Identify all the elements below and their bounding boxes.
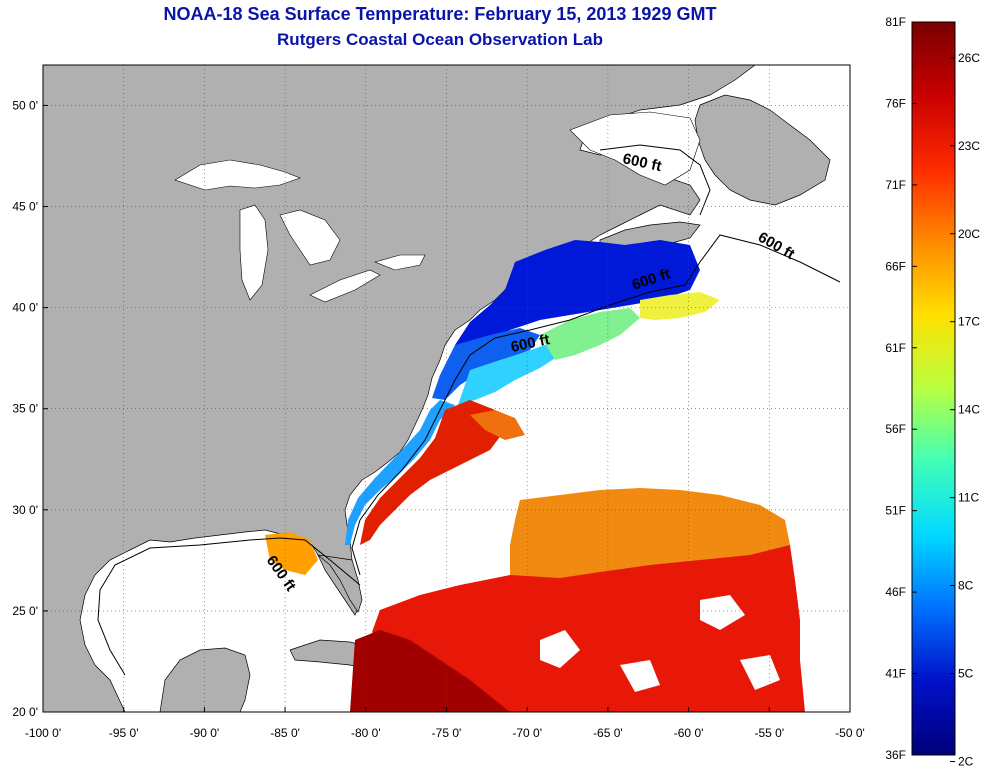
- colorbar-f-label: 51F: [885, 504, 906, 518]
- colorbar-f-label: 71F: [885, 178, 906, 192]
- x-tick-label: -85 0': [270, 726, 300, 740]
- y-tick-label: 50 0': [12, 98, 38, 112]
- y-tick-label: 40 0': [12, 301, 38, 315]
- map-title: NOAA-18 Sea Surface Temperature: Februar…: [163, 4, 717, 24]
- land-yucatan: [159, 647, 251, 712]
- colorbar-c-label: 20C: [958, 227, 980, 241]
- lake-superior: [174, 159, 301, 191]
- x-tick-label: -50 0': [835, 726, 865, 740]
- sst-tropical-orange: [510, 488, 790, 585]
- x-tick-label: -75 0': [432, 726, 462, 740]
- lake-erie: [309, 269, 381, 303]
- colorbar-f-label: 56F: [885, 422, 906, 436]
- map-subtitle: Rutgers Coastal Ocean Observation Lab: [277, 30, 603, 49]
- x-tick-label: -65 0': [593, 726, 623, 740]
- y-axis-ticks: 20 0' 25 0' 30 0' 35 0' 40 0' 45 0' 50 0': [12, 98, 48, 719]
- sst-gulf-of-maine: [455, 240, 700, 350]
- x-tick-label: -55 0': [754, 726, 784, 740]
- colorbar-celsius-labels: 26C 23C 20C 17C 14C 11C 8C 5C 2C: [950, 51, 980, 769]
- x-tick-label: -90 0': [190, 726, 220, 740]
- contour-600ft: [599, 144, 711, 216]
- colorbar-c-label: 11C: [958, 491, 979, 505]
- cloud-patch: [700, 595, 745, 630]
- y-tick-label: 25 0': [12, 604, 38, 618]
- sst-gulf-stream-orange: [470, 410, 525, 440]
- colorbar-f-label: 46F: [885, 585, 906, 599]
- land-florida: [316, 554, 363, 613]
- y-tick-label: 45 0': [12, 200, 38, 214]
- colorbar-c-label: 17C: [958, 315, 980, 329]
- x-tick-label: -60 0': [674, 726, 704, 740]
- colorbar-c-label: 26C: [958, 51, 980, 65]
- colorbar-f-label: 36F: [885, 748, 906, 762]
- cloud-patch: [540, 630, 580, 668]
- sst-shelf-blue: [432, 328, 540, 400]
- colorbar-f-label: 41F: [885, 667, 906, 681]
- map-grid: [43, 65, 850, 712]
- cloud-patch: [740, 655, 780, 690]
- y-tick-label: 35 0': [12, 402, 38, 416]
- colorbar-c-label: 2C: [958, 755, 974, 769]
- colorbar-f-label: 81F: [885, 15, 906, 29]
- sst-gulf-stream: [360, 400, 505, 545]
- sst-shelf-green: [540, 308, 640, 360]
- colorbar-f-label: 61F: [885, 341, 906, 355]
- sst-tropical-red: [372, 545, 805, 712]
- colorbar-f-label: 76F: [885, 96, 906, 110]
- x-tick-label: -70 0': [512, 726, 542, 740]
- x-tick-label: -80 0': [351, 726, 381, 740]
- land-newfoundland: [694, 94, 831, 206]
- colorbar-c-label: 23C: [958, 139, 980, 153]
- lake-ontario: [374, 254, 426, 271]
- lake-huron: [279, 209, 341, 266]
- x-tick-label: -95 0': [109, 726, 139, 740]
- cloud-patch: [620, 660, 660, 692]
- contour-600ft: [351, 234, 841, 576]
- colorbar-c-label: 14C: [958, 403, 980, 417]
- colorbar: [911, 21, 956, 756]
- sst-west-florida: [265, 532, 318, 575]
- colorbar-c-label: 5C: [958, 667, 974, 681]
- x-axis-ticks: -100 0' -95 0' -90 0' -85 0' -80 0' -75 0' -70…: [25, 707, 865, 740]
- y-tick-label: 30 0': [12, 503, 38, 517]
- y-tick-label: 20 0': [12, 705, 38, 719]
- sst-shelf-cyan: [458, 340, 560, 405]
- gulf-st-lawrence: [569, 111, 701, 186]
- colorbar-fahrenheit-labels: 81F 76F 71F 66F 61F 56F 51F 46F 41F 36F: [885, 15, 917, 762]
- colorbar-f-label: 66F: [885, 259, 906, 273]
- sst-caribbean-darkred: [350, 630, 510, 712]
- sst-shelf-yellow: [640, 292, 720, 320]
- lake-michigan: [239, 204, 269, 301]
- contour-600ft: [97, 537, 361, 676]
- colorbar-c-label: 8C: [958, 579, 974, 593]
- x-tick-label: -100 0': [25, 726, 61, 740]
